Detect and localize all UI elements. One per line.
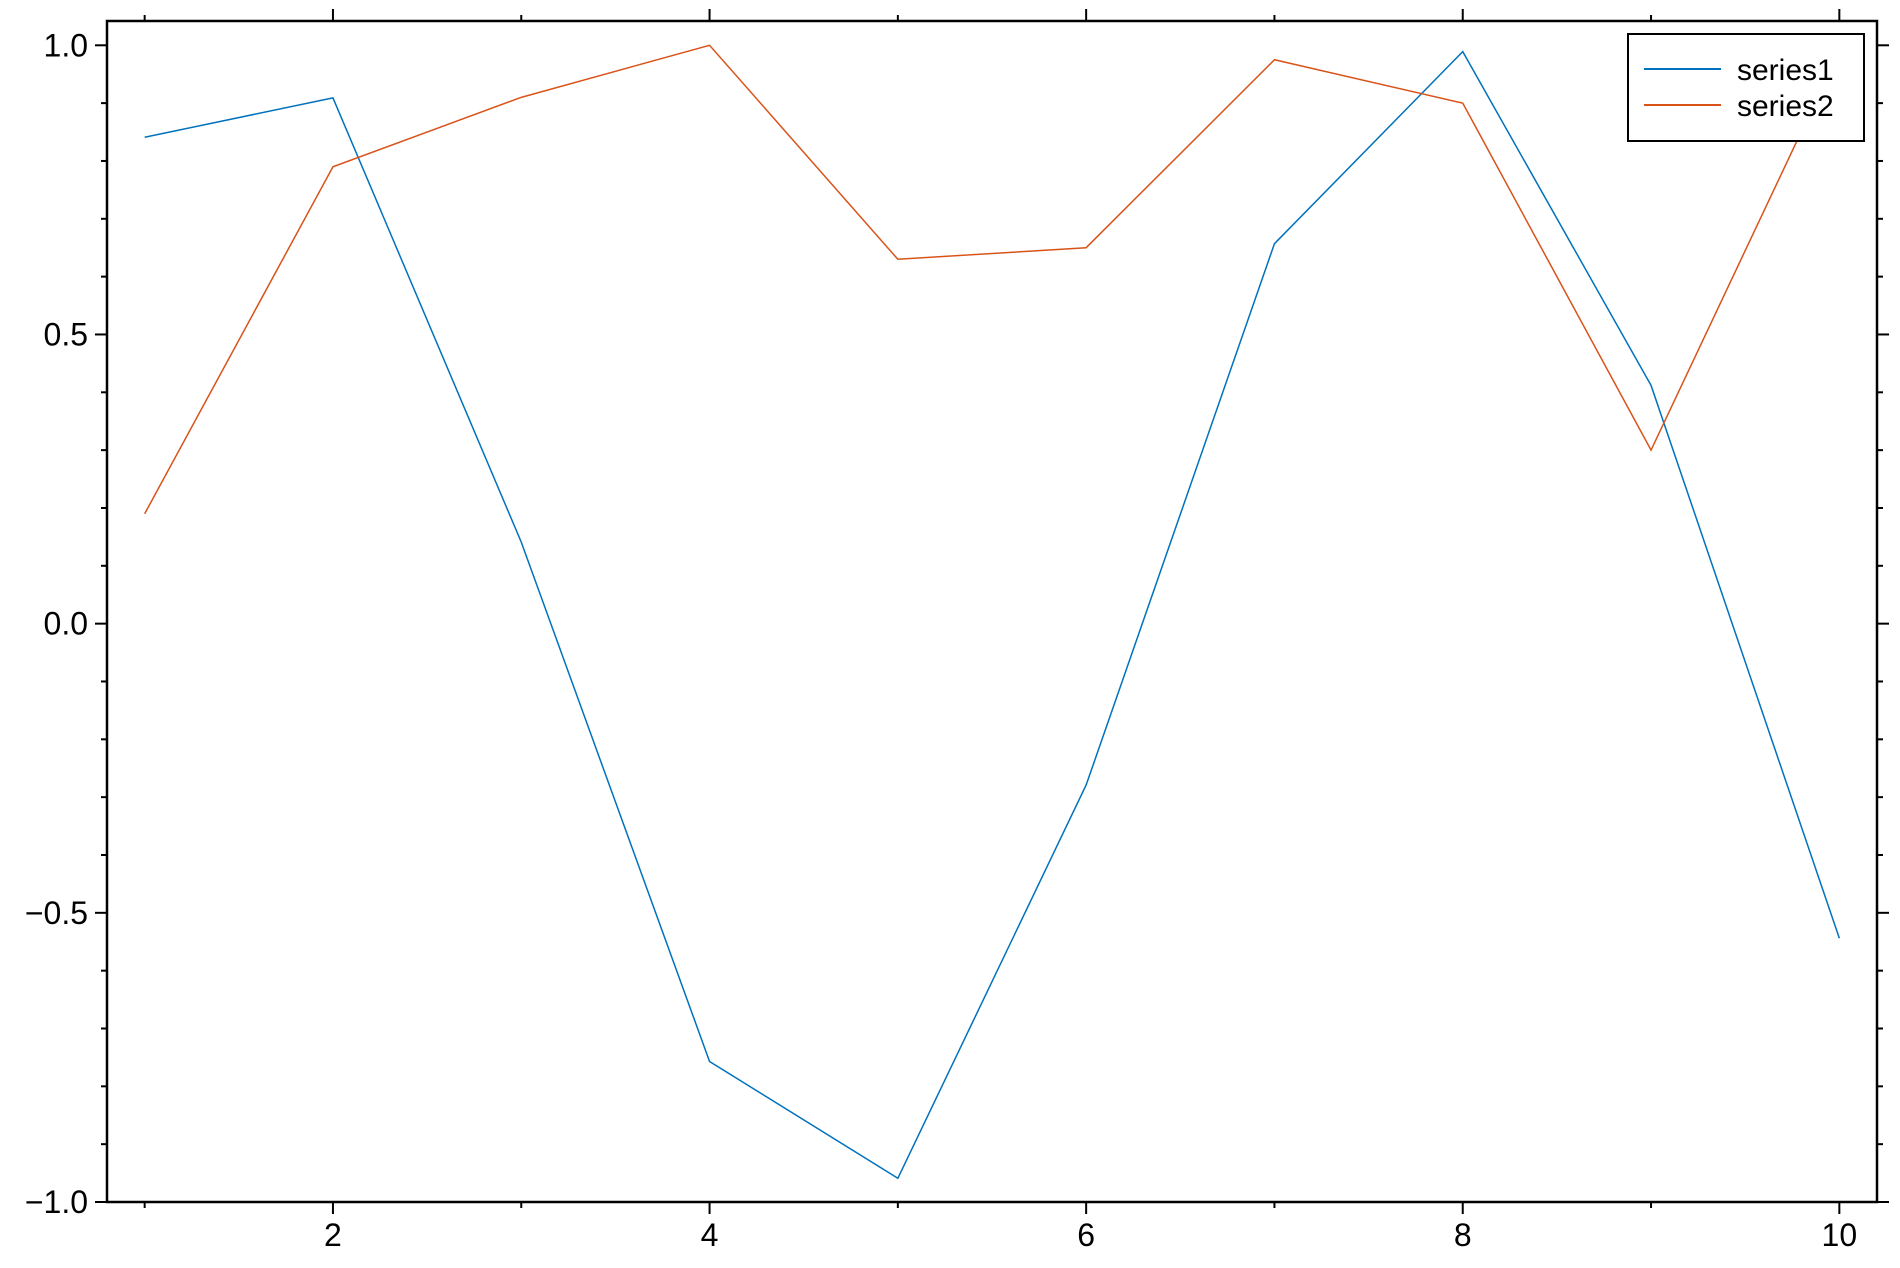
tick-labels: 2 4 6 8 10 −1.0 −0.5 0.0 0.5 1.0	[25, 27, 1857, 1253]
legend: series1 series2	[1627, 33, 1865, 142]
axis-ticks	[95, 9, 1889, 1214]
y-tick-label: 0.0	[44, 606, 88, 642]
plot-frame	[105, 19, 1879, 1204]
y-tick-label: 1.0	[44, 27, 88, 63]
series-line-series2	[144, 44, 1841, 515]
legend-label-series2: series2	[1737, 90, 1834, 123]
series-lines	[144, 44, 1841, 1180]
x-tick-label: 6	[1077, 1217, 1095, 1253]
x-tick-label: 4	[701, 1217, 719, 1253]
x-tick-label: 10	[1822, 1217, 1858, 1253]
series-line-series1	[144, 50, 1841, 1180]
y-tick-label: 0.5	[44, 316, 88, 352]
legend-label-series1: series1	[1737, 54, 1834, 87]
legend-box	[1627, 33, 1865, 142]
x-tick-label: 8	[1454, 1217, 1472, 1253]
x-tick-label: 2	[324, 1217, 342, 1253]
y-tick-label: −0.5	[25, 895, 88, 931]
y-tick-label: −1.0	[25, 1184, 88, 1220]
